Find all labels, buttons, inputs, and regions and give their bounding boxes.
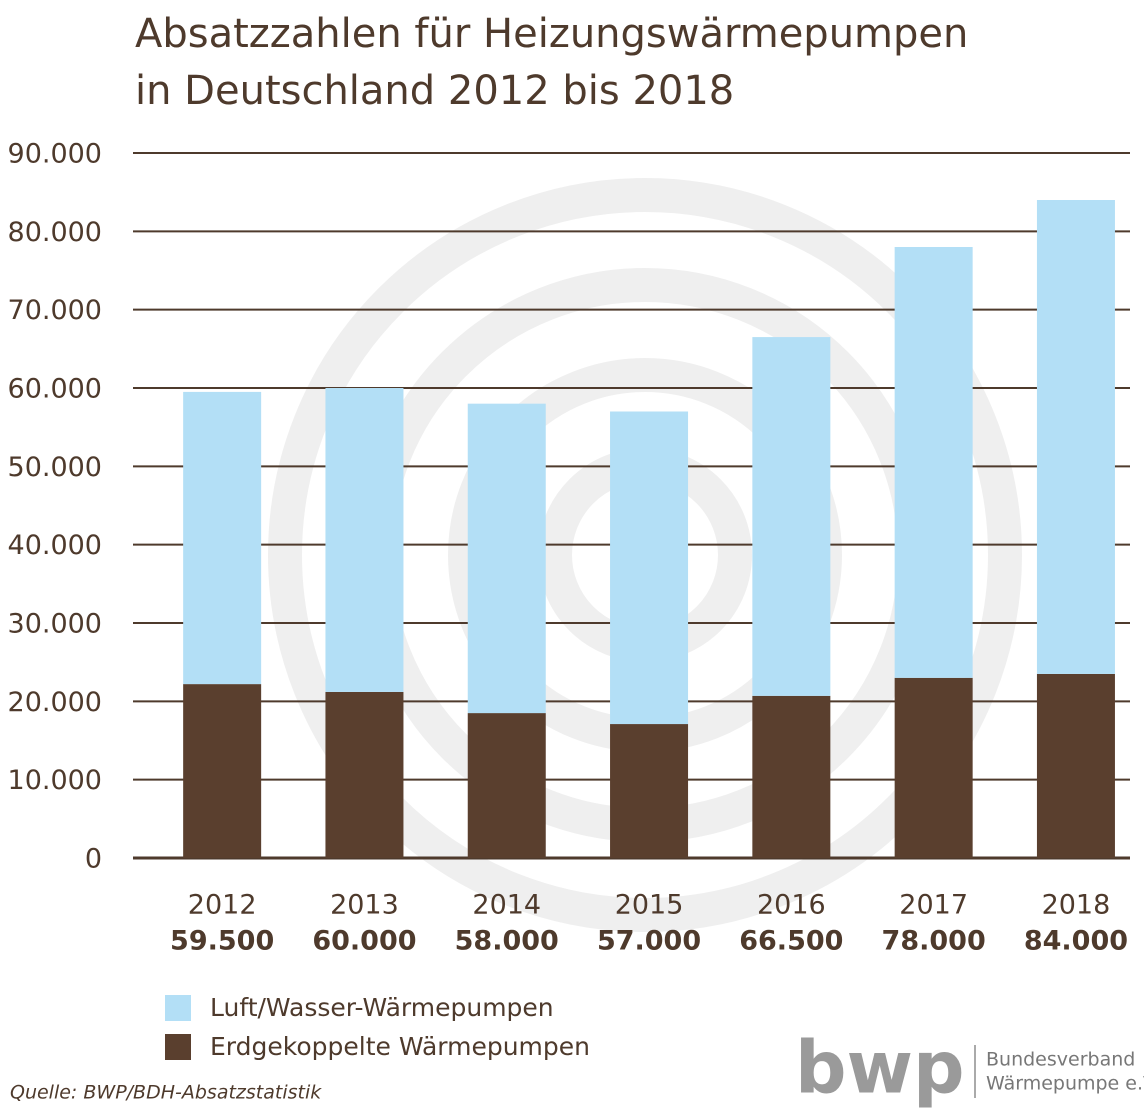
y-tick-label: 80.000 bbox=[8, 217, 102, 248]
y-tick-label: 30.000 bbox=[8, 609, 102, 640]
bar-segment bbox=[752, 695, 831, 858]
bar-segment bbox=[1036, 673, 1115, 858]
x-tick-label: 2012 bbox=[188, 890, 257, 921]
logo-text: Bundesverband bbox=[986, 1049, 1135, 1071]
total-label: 60.000 bbox=[312, 926, 416, 957]
bar-segment bbox=[894, 677, 973, 858]
legend-label: Luft/Wasser-Wärmepumpen bbox=[210, 993, 554, 1022]
x-tick-label: 2016 bbox=[757, 890, 826, 921]
bar-segment bbox=[183, 391, 262, 685]
x-tick-label: 2014 bbox=[472, 890, 541, 921]
x-tick-label: 2018 bbox=[1042, 890, 1111, 921]
y-tick-label: 90.000 bbox=[8, 139, 102, 170]
logo-mark: bwp bbox=[795, 1026, 965, 1110]
y-tick-label: 70.000 bbox=[8, 295, 102, 326]
y-tick-label: 40.000 bbox=[8, 530, 102, 561]
x-tick-label: 2017 bbox=[899, 890, 968, 921]
total-label: 57.000 bbox=[597, 926, 701, 957]
bar-segment bbox=[1036, 200, 1115, 674]
total-label: 59.500 bbox=[170, 926, 274, 957]
total-label: 78.000 bbox=[882, 926, 986, 957]
bar-segment bbox=[610, 411, 689, 725]
logo-text: Wärmepumpe e.V. bbox=[986, 1073, 1144, 1095]
bar-segment bbox=[894, 247, 973, 678]
total-label: 58.000 bbox=[455, 926, 559, 957]
y-tick-label: 20.000 bbox=[8, 687, 102, 718]
y-tick-label: 60.000 bbox=[8, 374, 102, 405]
y-tick-label: 0 bbox=[85, 844, 102, 875]
total-label: 84.000 bbox=[1024, 926, 1128, 957]
bar-segment bbox=[467, 403, 546, 714]
y-tick-label: 50.000 bbox=[8, 452, 102, 483]
bar-segment bbox=[325, 388, 404, 692]
legend-swatch bbox=[165, 995, 191, 1021]
legend-swatch bbox=[165, 1034, 191, 1060]
chart-title: in Deutschland 2012 bis 2018 bbox=[135, 68, 734, 114]
bar-segment bbox=[467, 713, 546, 858]
bar-segment bbox=[183, 684, 262, 858]
x-tick-label: 2015 bbox=[615, 890, 684, 921]
source: Quelle: BWP/BDH-Absatzstatistik bbox=[10, 1082, 322, 1104]
x-tick-label: 2013 bbox=[330, 890, 399, 921]
legend-label: Erdgekoppelte Wärmepumpen bbox=[210, 1032, 590, 1061]
bar-segment bbox=[325, 691, 404, 858]
y-tick-label: 10.000 bbox=[8, 765, 102, 796]
total-label: 66.500 bbox=[739, 926, 843, 957]
chart-title: Absatzzahlen für Heizungswärmepumpen bbox=[135, 11, 968, 57]
bar-segment bbox=[610, 724, 689, 858]
bar-segment bbox=[752, 337, 831, 696]
